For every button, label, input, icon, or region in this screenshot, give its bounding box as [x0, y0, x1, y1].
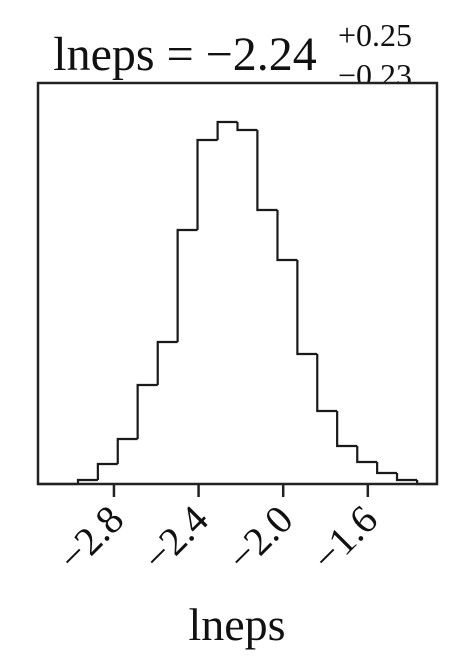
histogram-bin: [376, 462, 398, 475]
histogram-bin: [176, 228, 198, 342]
histogram-bin: [316, 354, 338, 413]
histogram-bin: [136, 383, 158, 439]
histogram-bin: [336, 411, 358, 448]
x-tick-label: −2.8: [49, 497, 132, 580]
chart-title: lneps = −2.24: [53, 28, 316, 81]
histogram-bin: [395, 473, 418, 482]
title-sup: +0.25: [338, 17, 412, 53]
histogram-bin: [196, 138, 218, 230]
x-tick-label: −1.6: [303, 497, 386, 580]
histogram-bin: [356, 446, 378, 464]
histogram-bin: [116, 437, 138, 464]
x-tick-label: −2.4: [134, 497, 217, 580]
axes-frame: [36, 81, 439, 486]
histogram-bin: [296, 260, 318, 356]
histogram-bin: [96, 462, 118, 480]
histogram-bin: [76, 478, 98, 484]
histogram-bin: [216, 120, 238, 140]
histogram-bin: [236, 122, 258, 132]
histogram-bin: [156, 340, 178, 385]
plot-area: [38, 83, 437, 484]
x-tick-label: −2.0: [218, 497, 301, 580]
histogram-bin: [276, 210, 298, 262]
x-axis-label: lneps: [188, 599, 285, 650]
histogram-bin: [256, 130, 278, 212]
